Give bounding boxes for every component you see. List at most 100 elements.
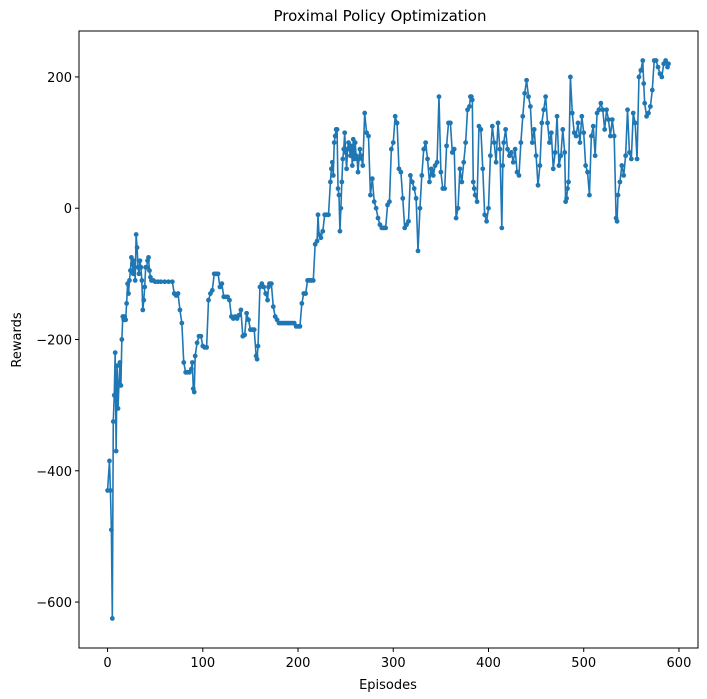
data-point <box>297 323 303 329</box>
data-point <box>508 150 514 155</box>
data-point <box>510 159 516 165</box>
data-point <box>604 107 609 113</box>
y-tick-label: −200 <box>36 334 72 349</box>
data-point <box>373 205 379 211</box>
data-point <box>419 173 425 178</box>
data-point <box>146 255 151 260</box>
plot-area <box>105 58 671 621</box>
data-point <box>390 140 396 145</box>
data-point <box>478 127 484 132</box>
data-point <box>344 166 349 172</box>
data-point <box>383 225 389 231</box>
data-point <box>533 153 539 159</box>
data-point <box>459 179 465 185</box>
data-point <box>147 268 152 273</box>
data-point <box>124 301 130 306</box>
data-point <box>560 127 566 132</box>
data-point <box>339 179 345 185</box>
x-tick-label: 200 <box>286 656 311 671</box>
data-point <box>577 140 583 145</box>
data-point <box>137 258 143 264</box>
data-point <box>128 268 133 273</box>
data-point <box>666 61 671 67</box>
data-point <box>537 163 543 168</box>
data-point <box>630 110 636 116</box>
data-point <box>527 104 533 109</box>
data-point <box>108 527 114 533</box>
data-point <box>505 146 510 152</box>
data-point <box>558 153 564 159</box>
data-point <box>640 58 646 63</box>
data-point <box>461 159 467 165</box>
data-point <box>400 195 406 201</box>
x-tick-label: 100 <box>190 656 215 671</box>
data-point <box>411 186 417 191</box>
data-point <box>619 163 625 168</box>
data-point <box>543 94 549 100</box>
data-point <box>535 182 541 188</box>
data-point <box>162 279 168 285</box>
x-tick-label: 0 <box>103 656 111 671</box>
data-point <box>338 205 344 211</box>
data-point <box>463 140 469 145</box>
data-point <box>493 159 499 165</box>
data-point <box>342 130 348 136</box>
data-point <box>499 225 505 231</box>
data-point <box>330 173 336 178</box>
data-point <box>638 67 644 73</box>
data-point <box>112 350 118 356</box>
data-point <box>529 140 535 145</box>
data-point <box>628 156 634 162</box>
data-point <box>641 81 647 86</box>
data-point <box>299 301 305 306</box>
data-point <box>314 238 320 244</box>
data-point <box>522 90 528 96</box>
data-point <box>255 343 261 349</box>
data-point <box>140 307 146 313</box>
data-point <box>114 363 120 369</box>
data-point <box>398 169 404 175</box>
data-point <box>564 195 569 201</box>
data-point <box>215 271 221 277</box>
data-point <box>413 195 419 201</box>
data-point <box>442 186 448 191</box>
data-point <box>355 169 361 175</box>
data-point <box>484 218 489 224</box>
data-point <box>408 173 413 178</box>
data-point <box>547 140 552 145</box>
data-point <box>512 146 518 152</box>
data-point <box>119 337 125 342</box>
data-point <box>315 212 321 218</box>
data-point <box>541 107 547 113</box>
data-point <box>539 120 545 126</box>
data-point <box>598 100 604 106</box>
data-point <box>169 279 175 285</box>
y-axis: −600 −400 −200 0 200 <box>36 71 79 611</box>
data-point <box>128 255 134 260</box>
y-tick-label: 200 <box>47 71 72 86</box>
data-point <box>366 133 371 139</box>
data-point <box>107 458 112 464</box>
data-point <box>346 140 351 145</box>
data-point <box>139 278 145 283</box>
data-point <box>550 166 556 172</box>
data-point <box>352 140 358 145</box>
data-point <box>340 156 346 162</box>
data-point <box>368 192 373 198</box>
x-tick-label: 600 <box>667 656 692 671</box>
data-point <box>448 120 453 126</box>
x-axis-label: Episodes <box>359 678 417 693</box>
y-tick-label: −600 <box>36 596 72 611</box>
data-point <box>236 312 242 318</box>
data-point <box>467 104 472 109</box>
x-axis: 0 100 200 300 400 500 600 <box>103 648 691 671</box>
data-point <box>394 120 400 126</box>
data-point <box>175 291 181 296</box>
data-point <box>642 100 648 106</box>
data-point <box>430 173 436 178</box>
data-point <box>357 146 363 152</box>
data-point <box>617 179 623 185</box>
data-point <box>360 163 366 168</box>
data-point <box>588 133 594 139</box>
